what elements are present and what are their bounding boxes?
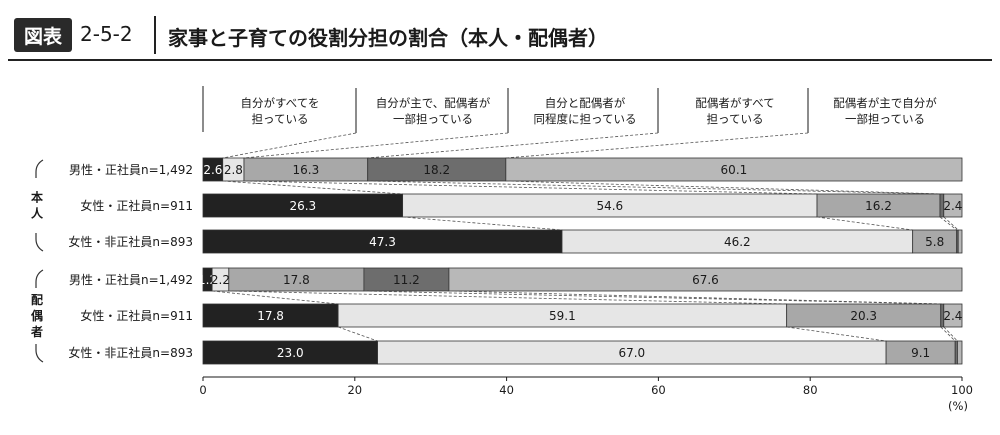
data-label: 46.2: [724, 235, 751, 249]
x-unit-label: (%): [948, 399, 968, 413]
connector-line: [337, 326, 378, 342]
legend-label-self_all: 自分がすべてを: [240, 96, 319, 110]
data-label: 26.3: [289, 199, 316, 213]
data-label: 17.8: [283, 273, 310, 287]
connector-line: [222, 180, 403, 195]
data-label: 67.0: [618, 346, 645, 360]
figure-title-bar: 図表 2-5-2 家事と子育ての役割分担の割合（本人・配偶者）: [8, 16, 992, 58]
bar-segment-spouse_main: [505, 157, 963, 182]
legend-label-equal: 自分と配偶者が: [545, 96, 626, 110]
data-label: 2.6: [203, 163, 222, 177]
connector-line: [367, 180, 940, 195]
legend-label-self_main: 一部担っている: [393, 112, 473, 126]
group-label: 人: [31, 206, 44, 221]
data-label: 5.8: [925, 235, 944, 249]
row-label: 女性・非正社員n=893: [68, 345, 193, 360]
legend-label-equal: 同程度に担っている: [534, 112, 637, 126]
row-label: 女性・非正社員n=893: [68, 234, 193, 249]
x-tick-label: 20: [347, 383, 362, 397]
legend-label-spouse_all: 配偶者がすべて: [695, 96, 774, 110]
group-label: 配: [31, 292, 43, 307]
data-label: 59.1: [549, 309, 576, 323]
bar-segment-spouse_main: [448, 267, 963, 292]
connector-line: [212, 290, 339, 305]
group-label: 者: [30, 324, 43, 339]
bar-segment-spouse_main: [957, 229, 963, 254]
group-bracket: [35, 233, 44, 252]
legend-label-spouse_all: 担っている: [707, 112, 764, 126]
connector-line: [243, 180, 818, 195]
title-separator: [154, 16, 156, 54]
x-tick-label: 40: [499, 383, 514, 397]
chart-title: 家事と子育ての役割分担の割合（本人・配偶者）: [168, 26, 608, 50]
legend-label-self_main: 自分が主で、配偶者が: [376, 96, 491, 110]
data-label: 18.2: [423, 163, 450, 177]
legend-label-spouse_main: 一部担っている: [845, 112, 925, 126]
group-bracket: [35, 344, 44, 363]
title-underline: [8, 59, 992, 61]
data-label: 67.6: [692, 273, 719, 287]
connector-line: [786, 326, 887, 342]
figure-number: 2-5-2: [80, 22, 133, 46]
legend-label-spouse_main: 配偶者が主で自分が: [833, 96, 937, 110]
connector-line: [939, 216, 957, 231]
data-label: 47.3: [369, 235, 396, 249]
connector-line: [402, 216, 563, 231]
bar-segment-spouse_main: [943, 193, 963, 218]
legend-leader-line: [367, 132, 659, 159]
connector-line: [363, 290, 941, 305]
x-tick-label: 100: [951, 383, 973, 397]
legend-leader-line: [243, 132, 509, 159]
x-tick-label: 80: [803, 383, 818, 397]
group-bracket: [35, 269, 44, 288]
group-bracket: [35, 159, 44, 178]
group-label: 偶: [31, 308, 43, 323]
legend-leader-line: [505, 132, 809, 159]
data-label: 16.2: [865, 199, 892, 213]
data-label: 23.0: [277, 346, 304, 360]
row-label: 女性・正社員n=911: [80, 308, 193, 323]
legend-leader-line: [222, 132, 357, 159]
connector-line: [943, 326, 958, 342]
bar-segment-spouse_main: [957, 340, 963, 365]
figure-badge: 図表: [14, 18, 72, 52]
data-label: 11.2: [393, 273, 420, 287]
x-tick-label: 60: [651, 383, 666, 397]
connector-line: [228, 290, 787, 305]
data-label: 9.1: [911, 346, 930, 360]
legend-label-self_all: 担っている: [252, 112, 309, 126]
data-label: 16.3: [292, 163, 319, 177]
data-label: 60.1: [721, 163, 748, 177]
data-label: 17.8: [257, 309, 284, 323]
data-label: 20.3: [850, 309, 877, 323]
x-tick-label: 0: [199, 383, 206, 397]
data-label: 2.4: [943, 309, 962, 323]
data-label: 2.4: [943, 199, 962, 213]
connector-line: [943, 216, 959, 231]
row-label: 男性・正社員n=1,492: [69, 272, 193, 287]
row-label: 女性・正社員n=911: [80, 198, 193, 213]
row-label: 男性・正社員n=1,492: [69, 162, 193, 177]
data-label: 2.8: [224, 163, 243, 177]
bar-segment-spouse_main: [943, 303, 963, 328]
connector-line: [940, 326, 956, 342]
data-label: 2.2: [211, 273, 230, 287]
connector-line: [816, 216, 913, 231]
connector-line: [505, 180, 944, 195]
connector-line: [448, 290, 944, 305]
data-label: 54.6: [596, 199, 623, 213]
group-label: 本: [31, 190, 43, 205]
